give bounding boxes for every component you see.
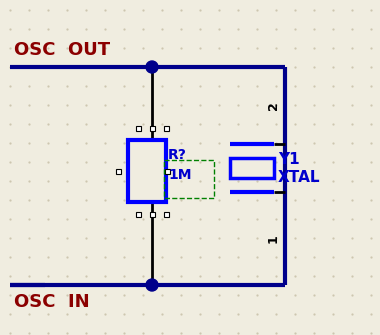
Bar	[116, 169, 120, 174]
Bar	[165, 169, 169, 174]
Text: XTAL: XTAL	[278, 171, 320, 186]
Text: OSC  OUT: OSC OUT	[14, 41, 110, 59]
Text: 2: 2	[266, 101, 280, 110]
Text: Y1: Y1	[278, 152, 299, 168]
Bar	[136, 211, 141, 216]
Bar	[230, 158, 274, 178]
Bar	[149, 211, 155, 216]
Bar	[128, 140, 166, 202]
Circle shape	[146, 61, 158, 73]
Text: OSC  IN: OSC IN	[14, 293, 90, 311]
Bar	[136, 126, 141, 131]
Bar	[149, 126, 155, 131]
Text: 1: 1	[266, 234, 280, 243]
Circle shape	[146, 279, 158, 291]
Bar	[164, 160, 214, 198]
Bar	[163, 126, 168, 131]
Bar	[163, 211, 168, 216]
Text: 1M: 1M	[168, 168, 192, 182]
Text: R?: R?	[168, 148, 187, 162]
